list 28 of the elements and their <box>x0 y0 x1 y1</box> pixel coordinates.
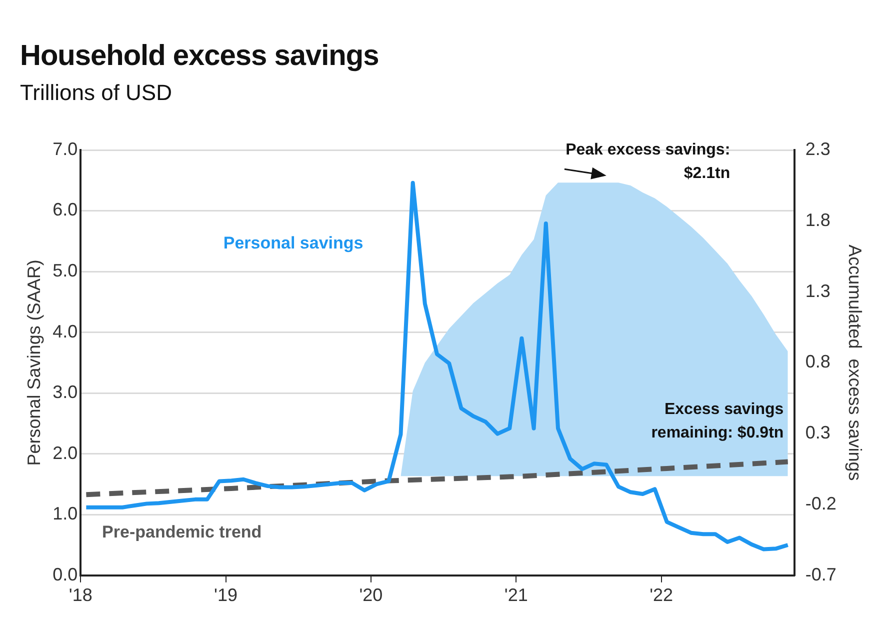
x-tick-label: '22 <box>650 585 674 606</box>
series-label: Pre-pandemic trend <box>102 522 262 542</box>
y2-tick-label: -0.7 <box>805 564 836 584</box>
x-tick-label: '20 <box>359 585 383 606</box>
annotation: Excess savings remaining: $0.9tn <box>651 401 784 442</box>
y-axis-title: Personal Savings (SAAR) <box>24 260 44 466</box>
y2-tick-label: 2.3 <box>805 138 830 159</box>
y2-tick-label: 0.3 <box>805 422 830 443</box>
y-tick-label: 5.0 <box>52 260 78 281</box>
text: Personal savings <box>223 233 364 252</box>
y2-tick-label: 0.8 <box>805 352 830 372</box>
y-tick-label: 7.0 <box>52 138 78 159</box>
y-tick-label: 1.0 <box>52 504 78 524</box>
y2-tick-label: 1.3 <box>805 280 830 301</box>
annotation: Peak excess savings: $2.1tn <box>566 142 730 182</box>
x-tick-label: '19 <box>214 585 238 606</box>
y-tick-label: 3.0 <box>52 382 78 402</box>
x-tick-label: '18 <box>68 585 92 606</box>
chart-subtitle: Trillions of USD <box>20 80 172 106</box>
y2-tick-label: -0.2 <box>805 493 836 514</box>
y-tick-label: 0.0 <box>52 564 78 584</box>
y-tick-label: 2.0 <box>52 442 78 463</box>
y-tick-label: 4.0 <box>52 321 78 342</box>
y2-tick-label: 1.8 <box>805 210 830 230</box>
y2-axis-title: Accumulated excess savings <box>845 244 866 481</box>
chart-title: Household excess savings <box>20 40 379 73</box>
y-tick-label: 6.0 <box>52 200 78 220</box>
x-tick-label: '21 <box>504 585 528 606</box>
